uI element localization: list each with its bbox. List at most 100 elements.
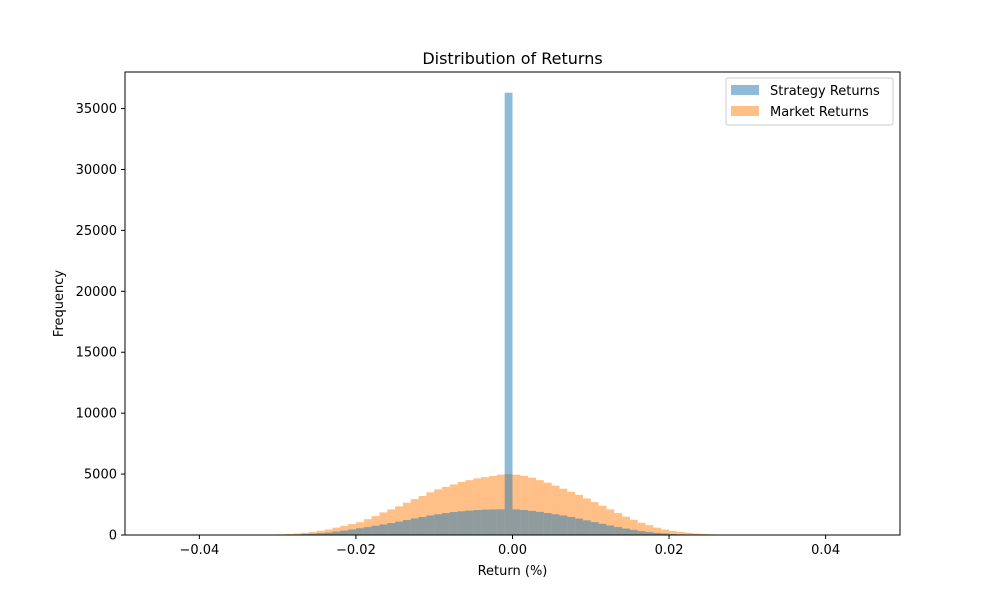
chart-title: Distribution of Returns — [422, 49, 602, 68]
market-returns-bar — [442, 486, 450, 535]
legend-label-market: Market Returns — [770, 105, 869, 120]
strategy-returns-bar — [575, 518, 583, 535]
x-axis-label: Return (%) — [478, 564, 548, 579]
market-returns-bar — [473, 478, 482, 535]
market-returns-bar — [629, 519, 638, 535]
market-returns-bar — [426, 492, 435, 535]
strategy-returns-bar — [363, 527, 372, 535]
x-axis: −0.04 −0.02 0.00 0.02 0.04 — [179, 535, 840, 558]
legend-label-strategy: Strategy Returns — [770, 84, 880, 99]
strategy-returns-bar — [434, 514, 443, 535]
strategy-returns-bar — [661, 533, 670, 535]
market-returns-bar — [395, 506, 403, 535]
strategy-returns-bar — [637, 531, 646, 535]
x-tick-label: −0.04 — [179, 543, 219, 558]
strategy-returns-bar — [402, 520, 411, 535]
y-tick-label: 20000 — [76, 285, 117, 300]
strategy-returns-bar — [535, 511, 544, 535]
market-returns-bar — [457, 481, 466, 535]
strategy-returns-bar — [355, 528, 364, 535]
strategy-returns-bar — [324, 532, 333, 535]
strategy-returns-bar — [606, 525, 615, 535]
strategy-returns-bar — [645, 532, 654, 535]
market-returns-bar — [637, 522, 646, 535]
y-axis: 0 5000 10000 15000 20000 25000 30000 35000 — [76, 102, 125, 544]
strategy-returns-bar — [426, 515, 435, 535]
market-returns-bar — [402, 502, 411, 535]
strategy-returns-bar — [379, 524, 388, 535]
market-returns-bar — [692, 533, 701, 535]
strategy-returns-bar — [316, 533, 325, 535]
market-returns-bar — [340, 525, 349, 535]
strategy-returns-bar — [598, 523, 607, 535]
strategy-returns-bar — [449, 512, 458, 535]
y-tick-label: 5000 — [84, 468, 117, 483]
market-returns-bar — [614, 513, 623, 535]
market-returns-bar — [371, 516, 380, 535]
market-returns-bar — [434, 489, 443, 535]
strategy-returns-bar — [614, 527, 623, 535]
strategy-returns-bar — [622, 528, 630, 535]
market-returns-bar — [449, 484, 458, 535]
market-returns-bar — [645, 525, 654, 535]
market-returns-bar — [653, 527, 662, 535]
strategy-returns-bar — [348, 529, 356, 535]
strategy-returns-bar — [387, 523, 396, 535]
market-returns-bar — [669, 530, 677, 535]
strategy-returns-bar — [410, 518, 419, 535]
market-returns-bar — [528, 477, 536, 535]
market-returns-bar — [543, 482, 552, 535]
strategy-returns-bar — [395, 521, 403, 535]
strategy-returns-bar — [582, 520, 591, 535]
strategy-returns-bar — [559, 515, 568, 535]
market-returns-bar — [293, 533, 302, 535]
market-returns-bar — [308, 531, 317, 535]
strategy-returns-bar — [551, 514, 560, 535]
market-returns-bar — [684, 532, 693, 535]
market-returns-bar — [410, 499, 419, 535]
strategy-returns-bar — [567, 516, 576, 535]
y-tick-label: 15000 — [76, 346, 117, 361]
market-returns-bar — [332, 527, 341, 535]
y-tick-label: 0 — [109, 529, 117, 544]
strategy-returns-bar — [371, 525, 380, 535]
market-returns-bar — [559, 488, 568, 535]
market-returns-bar — [567, 491, 576, 535]
legend: Strategy Returns Market Returns — [725, 77, 894, 126]
strategy-returns-bar — [340, 530, 349, 535]
market-returns-bar — [481, 477, 490, 535]
y-tick-label: 10000 — [76, 407, 117, 422]
market-returns-bar — [316, 530, 325, 535]
market-returns-bar — [387, 509, 396, 535]
market-returns-bar — [520, 475, 529, 535]
strategy-returns-bar — [653, 532, 662, 535]
x-tick-label: 0.00 — [498, 543, 527, 558]
strategy-returns-bar — [308, 533, 317, 535]
legend-swatch-market — [731, 106, 759, 116]
market-returns-bar — [489, 475, 497, 535]
market-returns-bar — [301, 532, 309, 535]
strategy-returns-bar — [473, 510, 482, 535]
strategy-returns-bar — [590, 522, 599, 535]
legend-swatch-strategy — [731, 85, 759, 95]
strategy-returns-bar — [512, 509, 521, 535]
strategy-returns-bar — [528, 510, 536, 535]
strategy-returns-bar — [629, 529, 638, 535]
market-returns-bar — [606, 509, 615, 535]
strategy-returns-bar — [481, 509, 490, 535]
market-returns-bar — [535, 480, 544, 535]
market-returns-bar — [622, 516, 630, 535]
market-returns-bar — [465, 480, 474, 535]
market-returns-bar — [582, 498, 591, 535]
y-tick-label: 35000 — [76, 102, 117, 117]
strategy-returns-bar — [465, 510, 474, 535]
strategy-returns-bar — [442, 513, 450, 535]
strategy-returns-bar — [496, 509, 505, 535]
x-tick-label: −0.02 — [336, 543, 376, 558]
market-returns-bar — [379, 512, 388, 535]
market-returns-bar — [661, 529, 670, 535]
market-returns-bar — [590, 502, 599, 535]
market-returns-bar — [512, 474, 521, 535]
strategy-returns-bars — [277, 92, 740, 535]
